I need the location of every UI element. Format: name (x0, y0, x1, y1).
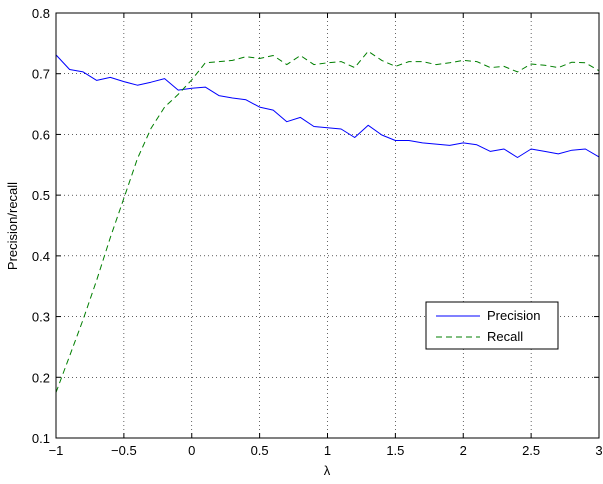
y-tick-label: 0.7 (32, 67, 50, 82)
y-tick-label: 0.4 (32, 249, 50, 264)
y-tick-labels: 0.1 0.2 0.3 0.4 0.5 0.6 0.7 0.8 (32, 6, 50, 446)
y-tick-label: 0.2 (32, 370, 50, 385)
x-tick-label: −0.5 (111, 443, 137, 458)
x-tick-label: 2.5 (522, 443, 540, 458)
y-tick-label: 0.8 (32, 6, 50, 21)
x-tick-label: −1 (49, 443, 64, 458)
x-tick-label: 0 (188, 443, 195, 458)
axis-ticks (55, 12, 600, 439)
series-layer (55, 50, 600, 393)
x-axis-label: λ (324, 463, 331, 478)
x-tick-label: 0.5 (251, 443, 269, 458)
series-recall-line (55, 50, 600, 393)
x-tick-label: 1.5 (386, 443, 404, 458)
legend: Precision Recall (425, 301, 559, 350)
y-tick-label: 0.6 (32, 127, 50, 142)
x-tick-label: 1 (324, 443, 331, 458)
x-tick-labels: −1 −0.5 0 0.5 1 1.5 2 2.5 3 (49, 443, 603, 458)
x-tick-label: 3 (595, 443, 602, 458)
legend-precision-label: Precision (487, 308, 540, 323)
legend-recall-label: Recall (487, 329, 523, 344)
legend-box (425, 301, 559, 350)
series-precision-line (55, 54, 600, 158)
y-tick-label: 0.5 (32, 188, 50, 203)
y-axis-label: Precision/recall (5, 182, 20, 270)
y-tick-label: 0.1 (32, 431, 50, 446)
x-tick-label: 2 (460, 443, 467, 458)
y-tick-label: 0.3 (32, 310, 50, 325)
